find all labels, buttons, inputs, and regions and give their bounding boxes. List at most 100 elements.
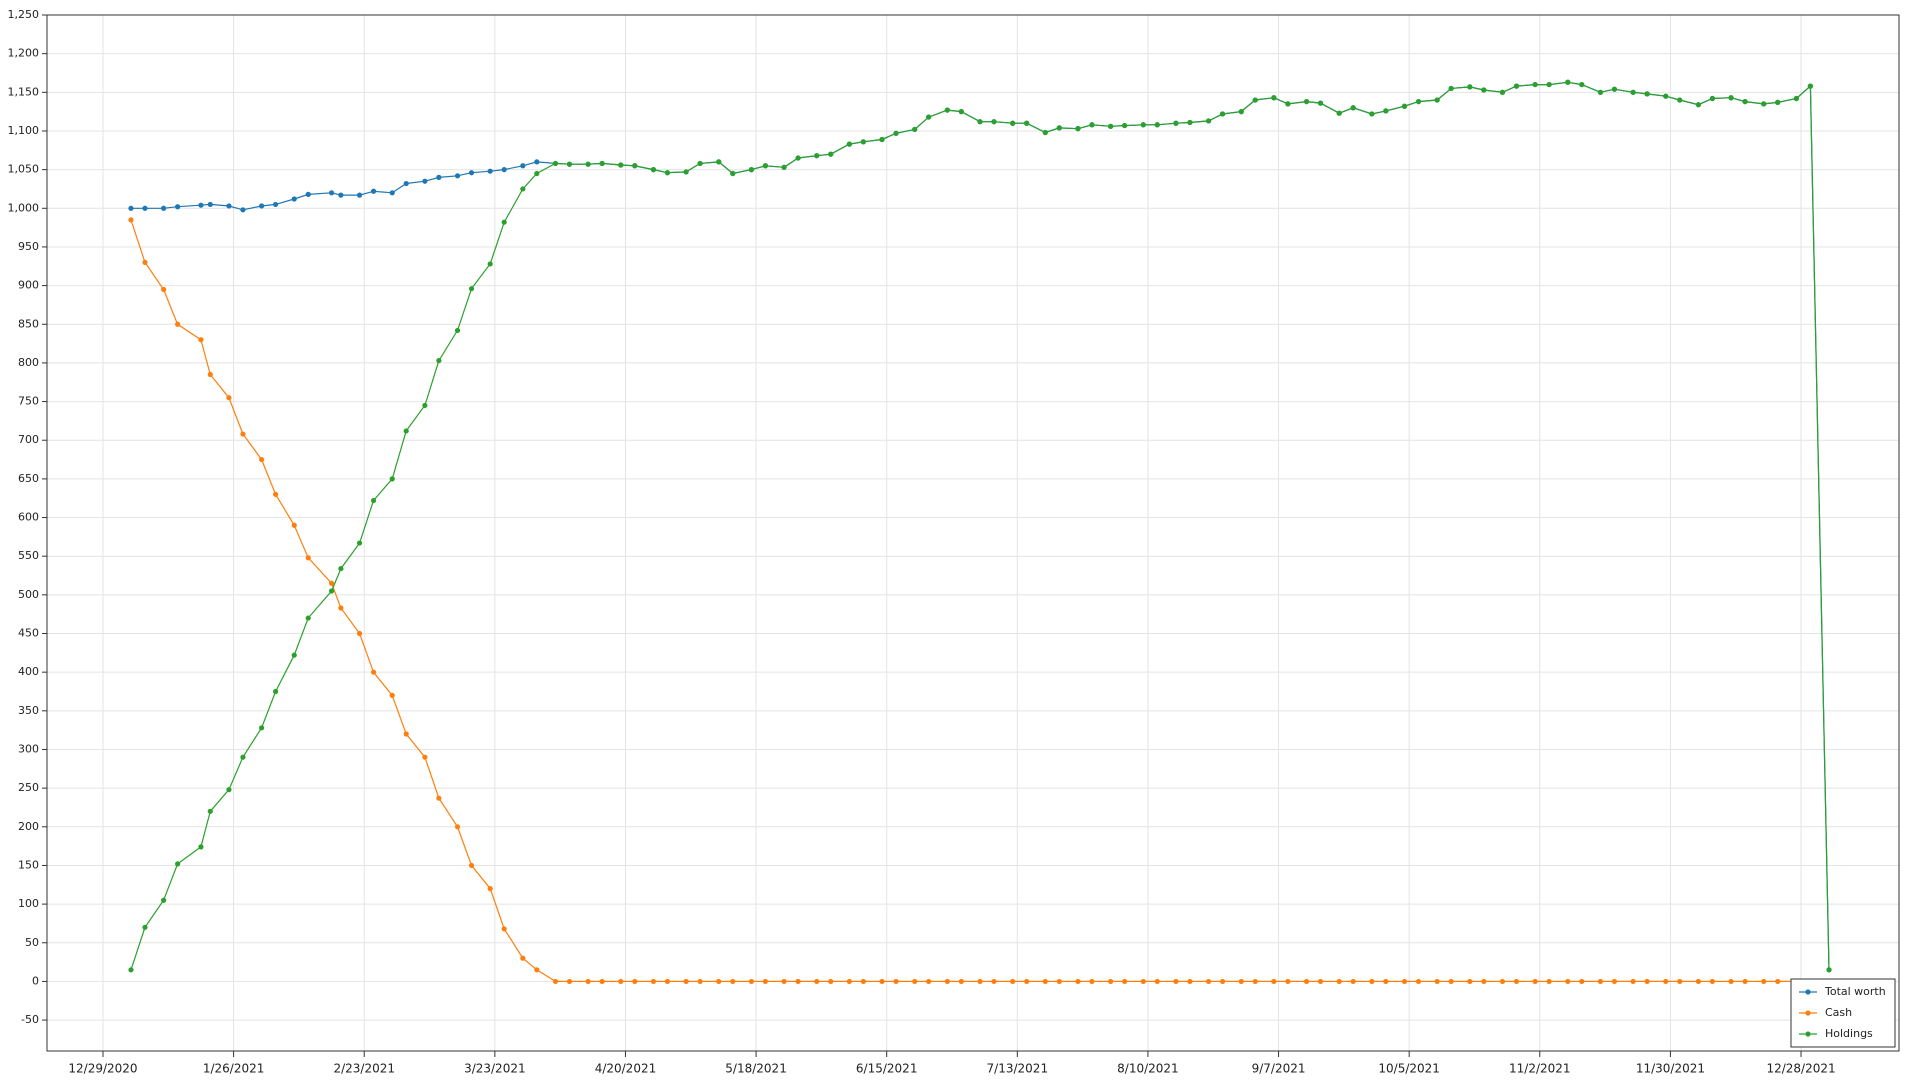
data-point: [161, 286, 167, 293]
data-point: [795, 978, 801, 985]
x-tick-label: 12/28/2021: [1766, 1062, 1835, 1076]
data-point: [468, 286, 475, 292]
data-point: [226, 203, 232, 209]
data-point: [520, 163, 526, 169]
data-point: [1075, 978, 1081, 985]
data-point: [389, 692, 395, 698]
data-point: [534, 967, 540, 973]
data-point: [632, 163, 638, 169]
data-point: [1532, 978, 1538, 985]
data-point: [328, 580, 335, 586]
data-point: [552, 978, 559, 985]
data-point: [1108, 978, 1114, 985]
y-tick-label: 150: [18, 858, 39, 871]
series-line: [130, 81, 1830, 970]
data-point: [1677, 978, 1683, 985]
data-point: [1611, 86, 1618, 92]
data-point: [226, 395, 232, 401]
series-line: [130, 219, 1829, 982]
data-point: [1565, 79, 1571, 85]
data-point: [991, 119, 997, 125]
data-point: [1042, 978, 1048, 985]
data-point: [1173, 120, 1179, 126]
data-point: [328, 588, 335, 594]
data-point: [1383, 108, 1389, 114]
data-point: [1775, 99, 1781, 105]
data-point: [1285, 101, 1291, 107]
data-point: [240, 207, 246, 213]
y-tick-label: 300: [18, 742, 39, 755]
data-point: [1481, 978, 1487, 985]
data-point: [487, 886, 493, 892]
data-point: [468, 862, 475, 869]
x-tick-label: 11/2/2021: [1509, 1062, 1571, 1076]
data-point: [846, 141, 852, 147]
data-point: [1401, 103, 1408, 109]
y-tick-label: 400: [18, 665, 39, 678]
y-tick-label: 1,100: [8, 124, 40, 137]
data-point: [1350, 105, 1356, 111]
data-point: [585, 978, 591, 985]
data-point: [697, 160, 703, 167]
data-point: [1350, 978, 1356, 985]
data-point: [893, 130, 899, 136]
data-point: [632, 978, 638, 985]
data-point: [585, 161, 591, 167]
data-point: [370, 669, 377, 675]
data-point: [1024, 120, 1030, 126]
data-point: [389, 476, 395, 482]
data-point: [487, 168, 493, 174]
data-point: [1597, 978, 1604, 985]
data-point: [1467, 84, 1473, 90]
data-point: [1219, 978, 1226, 985]
series-line: [131, 81, 1830, 970]
data-point: [795, 155, 801, 161]
data-point: [468, 170, 475, 176]
data-point: [1252, 978, 1258, 985]
data-point: [356, 540, 363, 546]
data-point: [860, 978, 866, 985]
data-point: [552, 160, 559, 167]
data-point: [879, 978, 885, 985]
data-point: [1761, 101, 1767, 107]
data-point: [1481, 87, 1487, 93]
data-point: [258, 456, 265, 463]
y-tick-label: 650: [18, 472, 39, 485]
y-tick-label: 600: [18, 511, 39, 524]
data-point: [748, 978, 755, 985]
data-point: [338, 605, 344, 611]
data-point: [664, 978, 671, 985]
data-point: [520, 186, 526, 192]
data-point: [958, 978, 964, 985]
data-point: [207, 808, 213, 814]
data-point: [454, 173, 461, 179]
data-point: [977, 978, 983, 985]
data-point: [1565, 978, 1571, 985]
data-point: [422, 178, 428, 184]
data-point: [128, 217, 134, 223]
y-tick-label: 1,000: [8, 201, 40, 214]
data-point: [1056, 125, 1062, 131]
y-tick-label: 0: [32, 974, 39, 987]
data-point: [1695, 102, 1702, 108]
data-point: [879, 136, 885, 143]
data-point: [175, 204, 181, 210]
data-point: [1303, 978, 1310, 985]
data-point: [1205, 978, 1212, 985]
data-point: [618, 162, 624, 168]
data-point: [305, 615, 311, 621]
data-point: [403, 428, 409, 434]
data-point: [1317, 100, 1324, 106]
x-tick-label: 12/29/2020: [68, 1062, 137, 1076]
data-point: [1630, 89, 1636, 95]
data-point: [1546, 81, 1552, 88]
data-point: [1677, 97, 1683, 103]
data-point: [683, 978, 689, 985]
data-point: [422, 402, 428, 409]
y-tick-label: 200: [18, 820, 39, 833]
x-tick-label: 4/20/2021: [595, 1062, 657, 1076]
data-point: [1709, 978, 1716, 985]
legend: Total worth Cash Holdings: [1790, 978, 1896, 1048]
data-point: [198, 202, 204, 208]
